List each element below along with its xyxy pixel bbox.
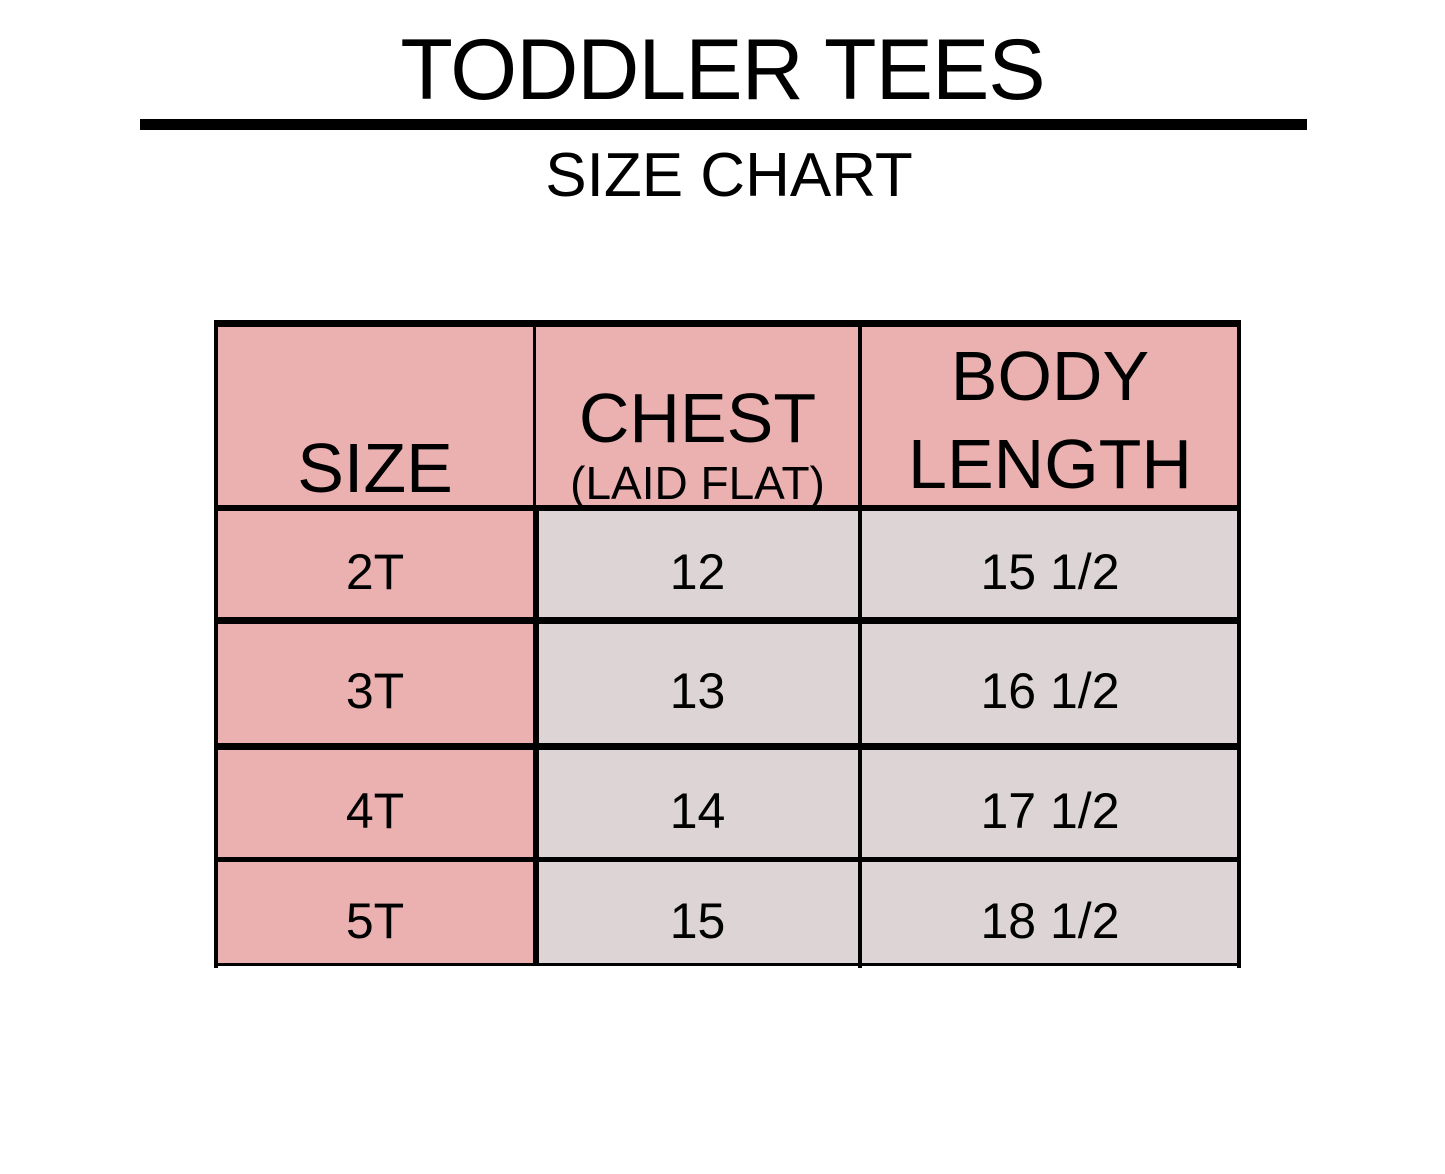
title-divider: [140, 119, 1307, 130]
header-chest-note: (LAID FLAT): [570, 457, 825, 509]
page-title: TODDLER TEES: [400, 22, 1045, 118]
chest-cell: 13: [535, 620, 860, 746]
header-body-length: BODY LENGTH: [860, 322, 1240, 508]
header-body-length-line1: BODY: [950, 337, 1150, 415]
column-divider: [533, 508, 539, 966]
length-cell: 18 1/2: [860, 860, 1240, 966]
header-size: SIZE: [215, 322, 535, 508]
chest-cell: 15: [535, 860, 860, 966]
size-cell: 2T: [215, 508, 535, 620]
chest-cell: 12: [535, 508, 860, 620]
header-body-length-line2: LENGTH: [908, 425, 1192, 503]
length-cell: 17 1/2: [860, 746, 1240, 860]
row-divider: [214, 743, 1241, 750]
size-cell: 3T: [215, 620, 535, 746]
row-divider: [214, 857, 1241, 862]
size-cell: 5T: [215, 860, 535, 966]
header-size-label: SIZE: [297, 429, 453, 507]
page-subtitle: SIZE CHART: [545, 141, 913, 210]
size-cell: 4T: [215, 746, 535, 860]
table-border-left: [214, 320, 218, 968]
table-border-right: [1237, 320, 1241, 968]
chest-cell: 14: [535, 746, 860, 860]
header-chest: CHEST (LAID FLAT): [535, 322, 860, 508]
column-divider: [858, 320, 862, 968]
length-cell: 15 1/2: [860, 508, 1240, 620]
row-divider: [214, 505, 1241, 511]
table-border-bottom: [214, 963, 1241, 966]
table-border-top: [214, 320, 1241, 327]
header-chest-label: CHEST: [578, 379, 817, 457]
row-divider: [214, 617, 1241, 624]
column-divider: [533, 320, 536, 508]
length-cell: 16 1/2: [860, 620, 1240, 746]
